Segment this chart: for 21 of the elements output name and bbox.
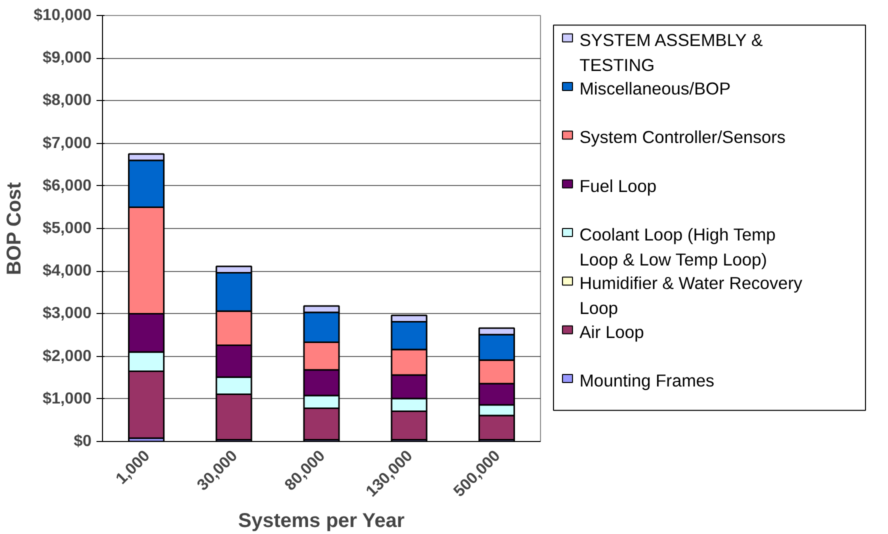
- y-axis-title: BOP Cost: [4, 182, 26, 276]
- y-tick-label: $10,000: [34, 7, 92, 24]
- x-axis-title: Systems per Year: [238, 510, 405, 532]
- y-tick-label: $0: [74, 433, 92, 450]
- y-tick-label: $3,000: [42, 305, 92, 322]
- legend-label: Mounting Frames: [580, 370, 715, 390]
- y-tick-label: $9,000: [42, 50, 92, 67]
- legend-label: Air Loop: [580, 322, 644, 342]
- legend-label: SYSTEM ASSEMBLY & TESTING: [580, 30, 764, 75]
- legend-label: Coolant Loop (High Temp Loop & Low Temp Loop): [580, 224, 776, 270]
- y-tick-label: $7,000: [42, 134, 92, 152]
- legend-label: Miscellaneous/BOP: [580, 78, 731, 99]
- legend-label: System Controller/Sensors: [580, 127, 786, 148]
- y-tick-label: $8,000: [42, 92, 92, 110]
- y-tick-label: $4,000: [42, 262, 92, 280]
- y-tick-label: $2,000: [42, 348, 92, 365]
- y-tick-label: $1,000: [42, 390, 92, 408]
- legend-label: Fuel Loop: [580, 176, 657, 196]
- y-tick-label: $5,000: [42, 220, 92, 237]
- y-tick-label: $6,000: [42, 177, 92, 194]
- legend-label: Humidifier & Water Recovery Loop: [580, 273, 803, 318]
